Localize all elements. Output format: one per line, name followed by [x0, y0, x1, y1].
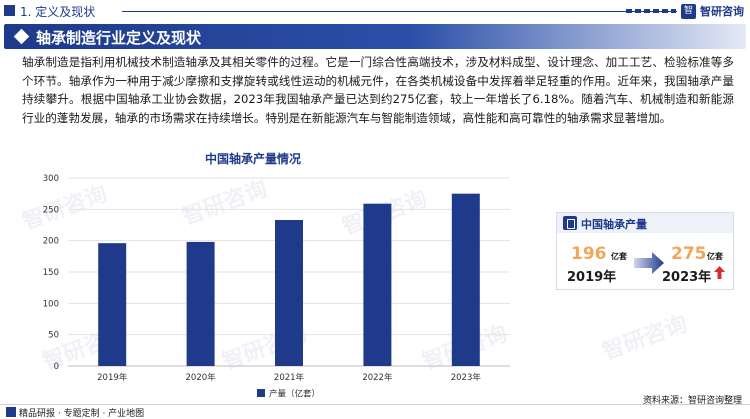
section-marker-icon: [4, 5, 15, 16]
x-tick-label: 2019年: [97, 372, 128, 383]
summary-card: 中国轴承产量 196 亿套 2019年 275 亿套 2023年: [556, 212, 734, 290]
bar: [363, 203, 392, 366]
clipboard-icon: [563, 216, 577, 230]
y-tick-label: 0: [54, 362, 59, 372]
section-heading: 1. 定义及现状: [20, 5, 96, 19]
brand-logo-icon: 智: [681, 3, 696, 19]
bar: [186, 241, 215, 366]
bar: [451, 193, 480, 366]
y-tick-label: 150: [43, 268, 59, 278]
end-value: 275: [671, 244, 707, 264]
title-banner: 轴承制造行业定义及现状: [4, 24, 746, 49]
footer-rule: [0, 404, 750, 405]
legend-swatch: [257, 389, 265, 397]
source-note: 资料来源：智研咨询整理: [642, 396, 742, 406]
page-title: 轴承制造行业定义及现状: [36, 29, 202, 47]
footer-logo-icon: [6, 407, 16, 417]
card-header: 中国轴承产量: [557, 213, 733, 233]
x-tick-label: 2022年: [362, 372, 393, 383]
footer-slogan: 精品研报 · 专题定制 · 产业地图: [19, 409, 145, 419]
up-arrow-icon: [714, 266, 725, 279]
end-year: 2023年: [662, 270, 712, 285]
x-tick-label: 2021年: [274, 372, 305, 383]
bar: [275, 219, 303, 366]
y-tick-label: 250: [43, 205, 59, 215]
start-year: 2019年: [567, 270, 617, 285]
card-title: 中国轴承产量: [581, 218, 647, 231]
intro-paragraph: 轴承制造是指利用机械技术制造轴承及其相关零件的过程。它是一门综合性高端技术，涉及…: [22, 55, 734, 125]
start-value: 196: [571, 244, 607, 264]
y-tick-label: 200: [43, 237, 59, 247]
x-tick-label: 2020年: [186, 372, 217, 383]
end-unit: 亿套: [707, 252, 723, 261]
right-arrow-icon: [634, 252, 664, 274]
brand: 智 智研咨询: [681, 3, 744, 19]
y-tick-label: 300: [43, 174, 59, 184]
bar: [98, 243, 127, 366]
top-bar: 1. 定义及现状 智 智研咨询: [0, 0, 750, 22]
y-tick-label: 50: [48, 331, 59, 341]
footer: 精品研报 · 专题定制 · 产业地图: [0, 404, 750, 419]
header-rule: [122, 11, 677, 12]
header-dash-decoration: [626, 9, 676, 13]
x-tick-label: 2023年: [451, 372, 482, 383]
y-tick-label: 100: [43, 299, 59, 309]
chart-title: 中国轴承产量情况: [205, 152, 302, 166]
legend-label: 产量（亿套）: [269, 389, 320, 400]
start-unit: 亿套: [611, 252, 627, 261]
brand-name: 智研咨询: [700, 5, 744, 18]
